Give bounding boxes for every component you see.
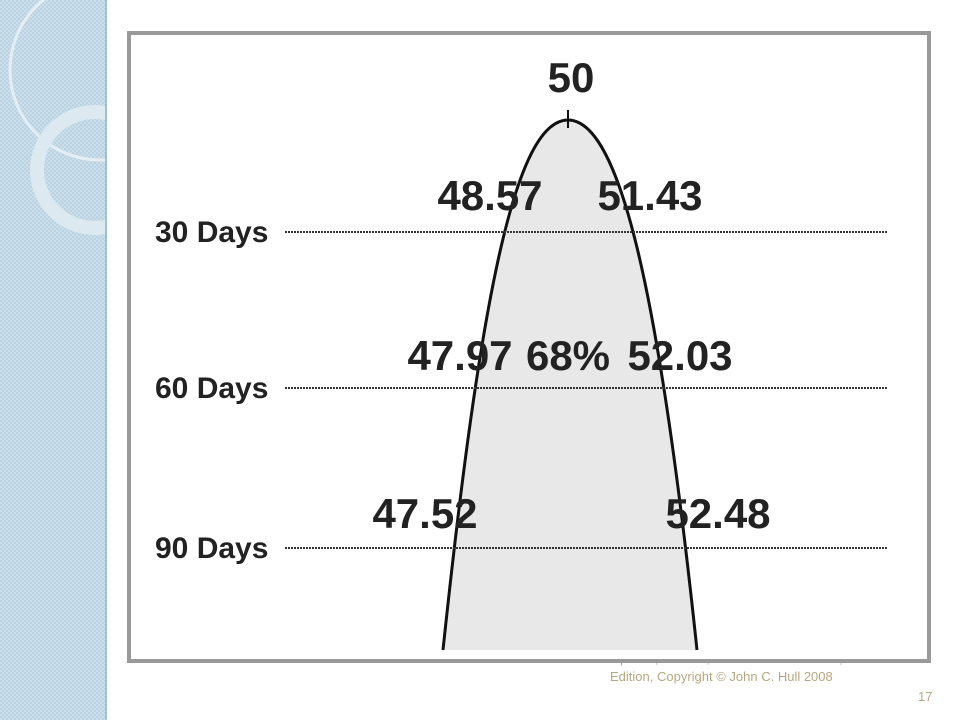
low-bound: 48.57 <box>437 172 542 219</box>
low-bound: 47.52 <box>372 490 477 537</box>
page-number: 17 <box>918 689 933 704</box>
low-bound: 47.97 <box>407 332 512 379</box>
horizon-label: 30 Days <box>155 216 268 249</box>
horizon-label: 60 Days <box>155 372 268 405</box>
center-label: 68% <box>526 332 610 379</box>
peak-label: 50 <box>548 54 595 101</box>
horizon-label: 90 Days <box>155 532 268 565</box>
high-bound: 52.03 <box>627 332 732 379</box>
high-bound: 52.48 <box>665 490 770 537</box>
side-strip <box>0 0 192 720</box>
high-bound: 51.43 <box>597 172 702 219</box>
